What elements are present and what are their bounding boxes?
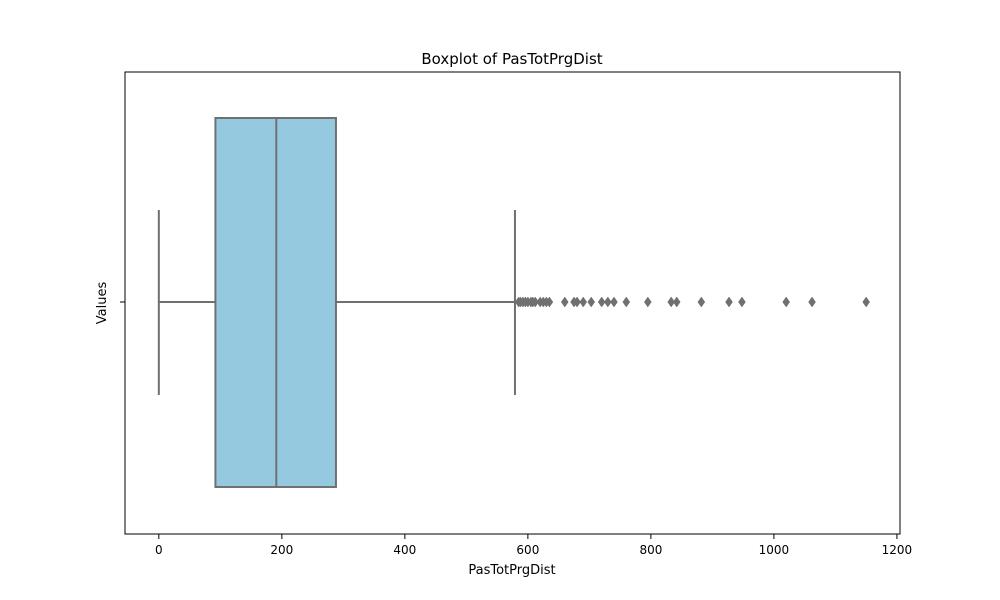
x-axis-label: PasTotPrgDist bbox=[468, 563, 555, 578]
outlier-point bbox=[667, 296, 675, 308]
x-tick-label: 200 bbox=[270, 543, 293, 557]
outlier-point bbox=[672, 296, 681, 308]
outlier-point bbox=[738, 296, 746, 308]
x-tick-label: 1200 bbox=[882, 543, 913, 557]
plot-area bbox=[157, 117, 870, 488]
outlier-point bbox=[604, 296, 612, 308]
outlier-point bbox=[862, 296, 870, 308]
x-tick-label: 600 bbox=[516, 543, 539, 557]
outlier-point bbox=[597, 296, 606, 308]
outlier-point bbox=[644, 296, 652, 308]
plot-frame bbox=[124, 71, 901, 535]
y-axis-label: Values bbox=[95, 282, 110, 325]
x-tick-label: 1000 bbox=[759, 543, 790, 557]
outlier-point bbox=[622, 296, 631, 308]
outlier-point bbox=[697, 296, 706, 308]
x-axis: 0 200 400 600 800 1000 1200 bbox=[155, 534, 912, 557]
outlier-point bbox=[782, 296, 791, 308]
x-tick-label: 400 bbox=[393, 543, 416, 557]
outlier-point bbox=[560, 296, 569, 308]
outlier-point bbox=[725, 296, 733, 308]
outlier-point bbox=[610, 296, 618, 308]
outlier-point bbox=[545, 296, 554, 308]
outlier-point bbox=[587, 296, 596, 308]
outlier-point bbox=[573, 296, 581, 308]
chart-title: Boxplot of PasTotPrgDist bbox=[421, 50, 602, 68]
x-tick-label: 0 bbox=[155, 543, 163, 557]
x-tick-label: 800 bbox=[639, 543, 662, 557]
outlier-point bbox=[579, 296, 588, 308]
outlier-point bbox=[808, 296, 816, 308]
